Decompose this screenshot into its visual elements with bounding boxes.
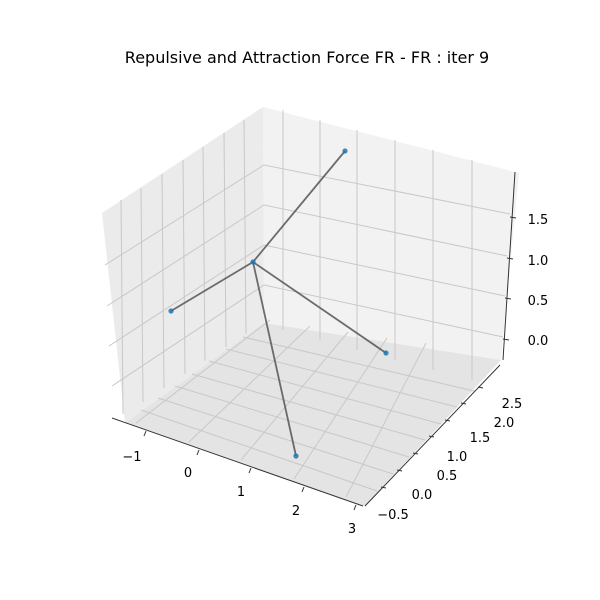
x-tick-mark [301, 486, 305, 493]
y-tick-label: 0.5 [437, 469, 458, 484]
grid-x-floor [345, 342, 427, 498]
grid-x-floor [240, 331, 349, 461]
grid-y-floor [242, 336, 475, 392]
grid-y-left [223, 132, 227, 348]
z-tick-label: 1.0 [528, 254, 549, 269]
y-tick-mark [477, 386, 484, 389]
grid-y-left [161, 173, 165, 389]
z-tick-mark [506, 257, 514, 260]
y-tick-label: 0.0 [412, 488, 433, 503]
y-tick-label: 2.0 [494, 416, 515, 431]
x-tick-mark [143, 430, 147, 437]
y-tick-label: 2.5 [502, 397, 523, 412]
chart-title: Repulsive and Attraction Force FR - FR :… [125, 48, 489, 67]
grid-y-floor [191, 373, 426, 441]
z-tick-label: 0.5 [528, 294, 549, 309]
grid-z [106, 204, 508, 307]
y-tick-mark [444, 419, 451, 422]
grid-z [104, 164, 511, 266]
x-tick-label: 2 [292, 504, 300, 519]
x-tick-mark [353, 504, 357, 511]
grid-x-floor [293, 337, 388, 480]
x-tick-mark [248, 467, 252, 474]
pane-floor [125, 323, 501, 506]
graph-node-center [250, 259, 256, 265]
pane-back [263, 107, 519, 360]
z-tick-mark [502, 338, 510, 341]
graph-nodes [168, 148, 389, 459]
x-tick-label: −1 [122, 450, 141, 465]
graph-node-top [342, 148, 348, 154]
grid-y-floor [157, 397, 394, 475]
grid-z [111, 284, 504, 387]
graph-node-bottom [293, 453, 299, 459]
x-tick-label: 3 [348, 522, 356, 537]
y-tick-mark [412, 452, 419, 455]
y-tick-mark [380, 486, 387, 489]
grid-lines [104, 110, 511, 498]
z-tick-label: 1.5 [528, 213, 549, 228]
grid-y-floor [174, 385, 410, 458]
graph-edge [252, 150, 346, 263]
y-tick-label: 1.0 [447, 450, 468, 465]
y-tick-label: −0.5 [377, 508, 409, 523]
y-tick-mark [396, 469, 403, 472]
graph-edge [252, 261, 297, 457]
grid-z [108, 244, 506, 347]
x-axis-line [111, 417, 364, 507]
grid-y-left [140, 187, 144, 403]
y-tick-mark [428, 435, 435, 438]
x-tick-label: 0 [184, 466, 192, 481]
x-tick-label: 1 [237, 485, 245, 500]
grid-x-floor [135, 319, 271, 424]
graph-edge [170, 261, 254, 312]
x-tick-mark [196, 449, 200, 456]
y-tick-mark [460, 402, 467, 405]
axis-lines [111, 171, 516, 507]
graph-edge [252, 261, 387, 354]
z-axis-line [502, 171, 516, 361]
grid-x-floor [188, 325, 311, 443]
grid-y-left [202, 146, 206, 362]
graph-edges [170, 150, 387, 457]
grid-y-floor [140, 409, 378, 492]
z-tick-mark [504, 297, 512, 300]
graph-node-right [383, 350, 389, 356]
grid-y-left [182, 159, 186, 375]
grid-y-floor [225, 348, 458, 408]
y-axis-line [364, 364, 501, 507]
y-tick-label: 1.5 [470, 431, 491, 446]
z-tick-label: 0.0 [528, 334, 549, 349]
grid-y-left [243, 119, 247, 335]
grid-y-floor [208, 360, 442, 425]
axes-panes [102, 107, 519, 506]
z-tick-mark [509, 216, 517, 219]
graph-node-left [168, 308, 174, 314]
